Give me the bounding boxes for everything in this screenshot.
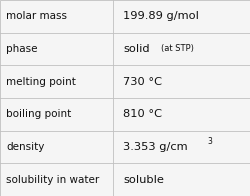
Text: density: density bbox=[6, 142, 44, 152]
Text: soluble: soluble bbox=[123, 175, 164, 185]
Text: melting point: melting point bbox=[6, 77, 76, 87]
Text: (at STP): (at STP) bbox=[161, 44, 194, 54]
Text: solid: solid bbox=[123, 44, 150, 54]
Text: boiling point: boiling point bbox=[6, 109, 71, 119]
Text: molar mass: molar mass bbox=[6, 11, 67, 21]
Text: 730 °C: 730 °C bbox=[123, 77, 162, 87]
Text: phase: phase bbox=[6, 44, 38, 54]
Text: 3.353 g/cm: 3.353 g/cm bbox=[123, 142, 188, 152]
Text: 199.89 g/mol: 199.89 g/mol bbox=[123, 11, 199, 21]
Text: solubility in water: solubility in water bbox=[6, 175, 100, 185]
Text: 3: 3 bbox=[208, 137, 212, 146]
Text: 810 °C: 810 °C bbox=[123, 109, 162, 119]
